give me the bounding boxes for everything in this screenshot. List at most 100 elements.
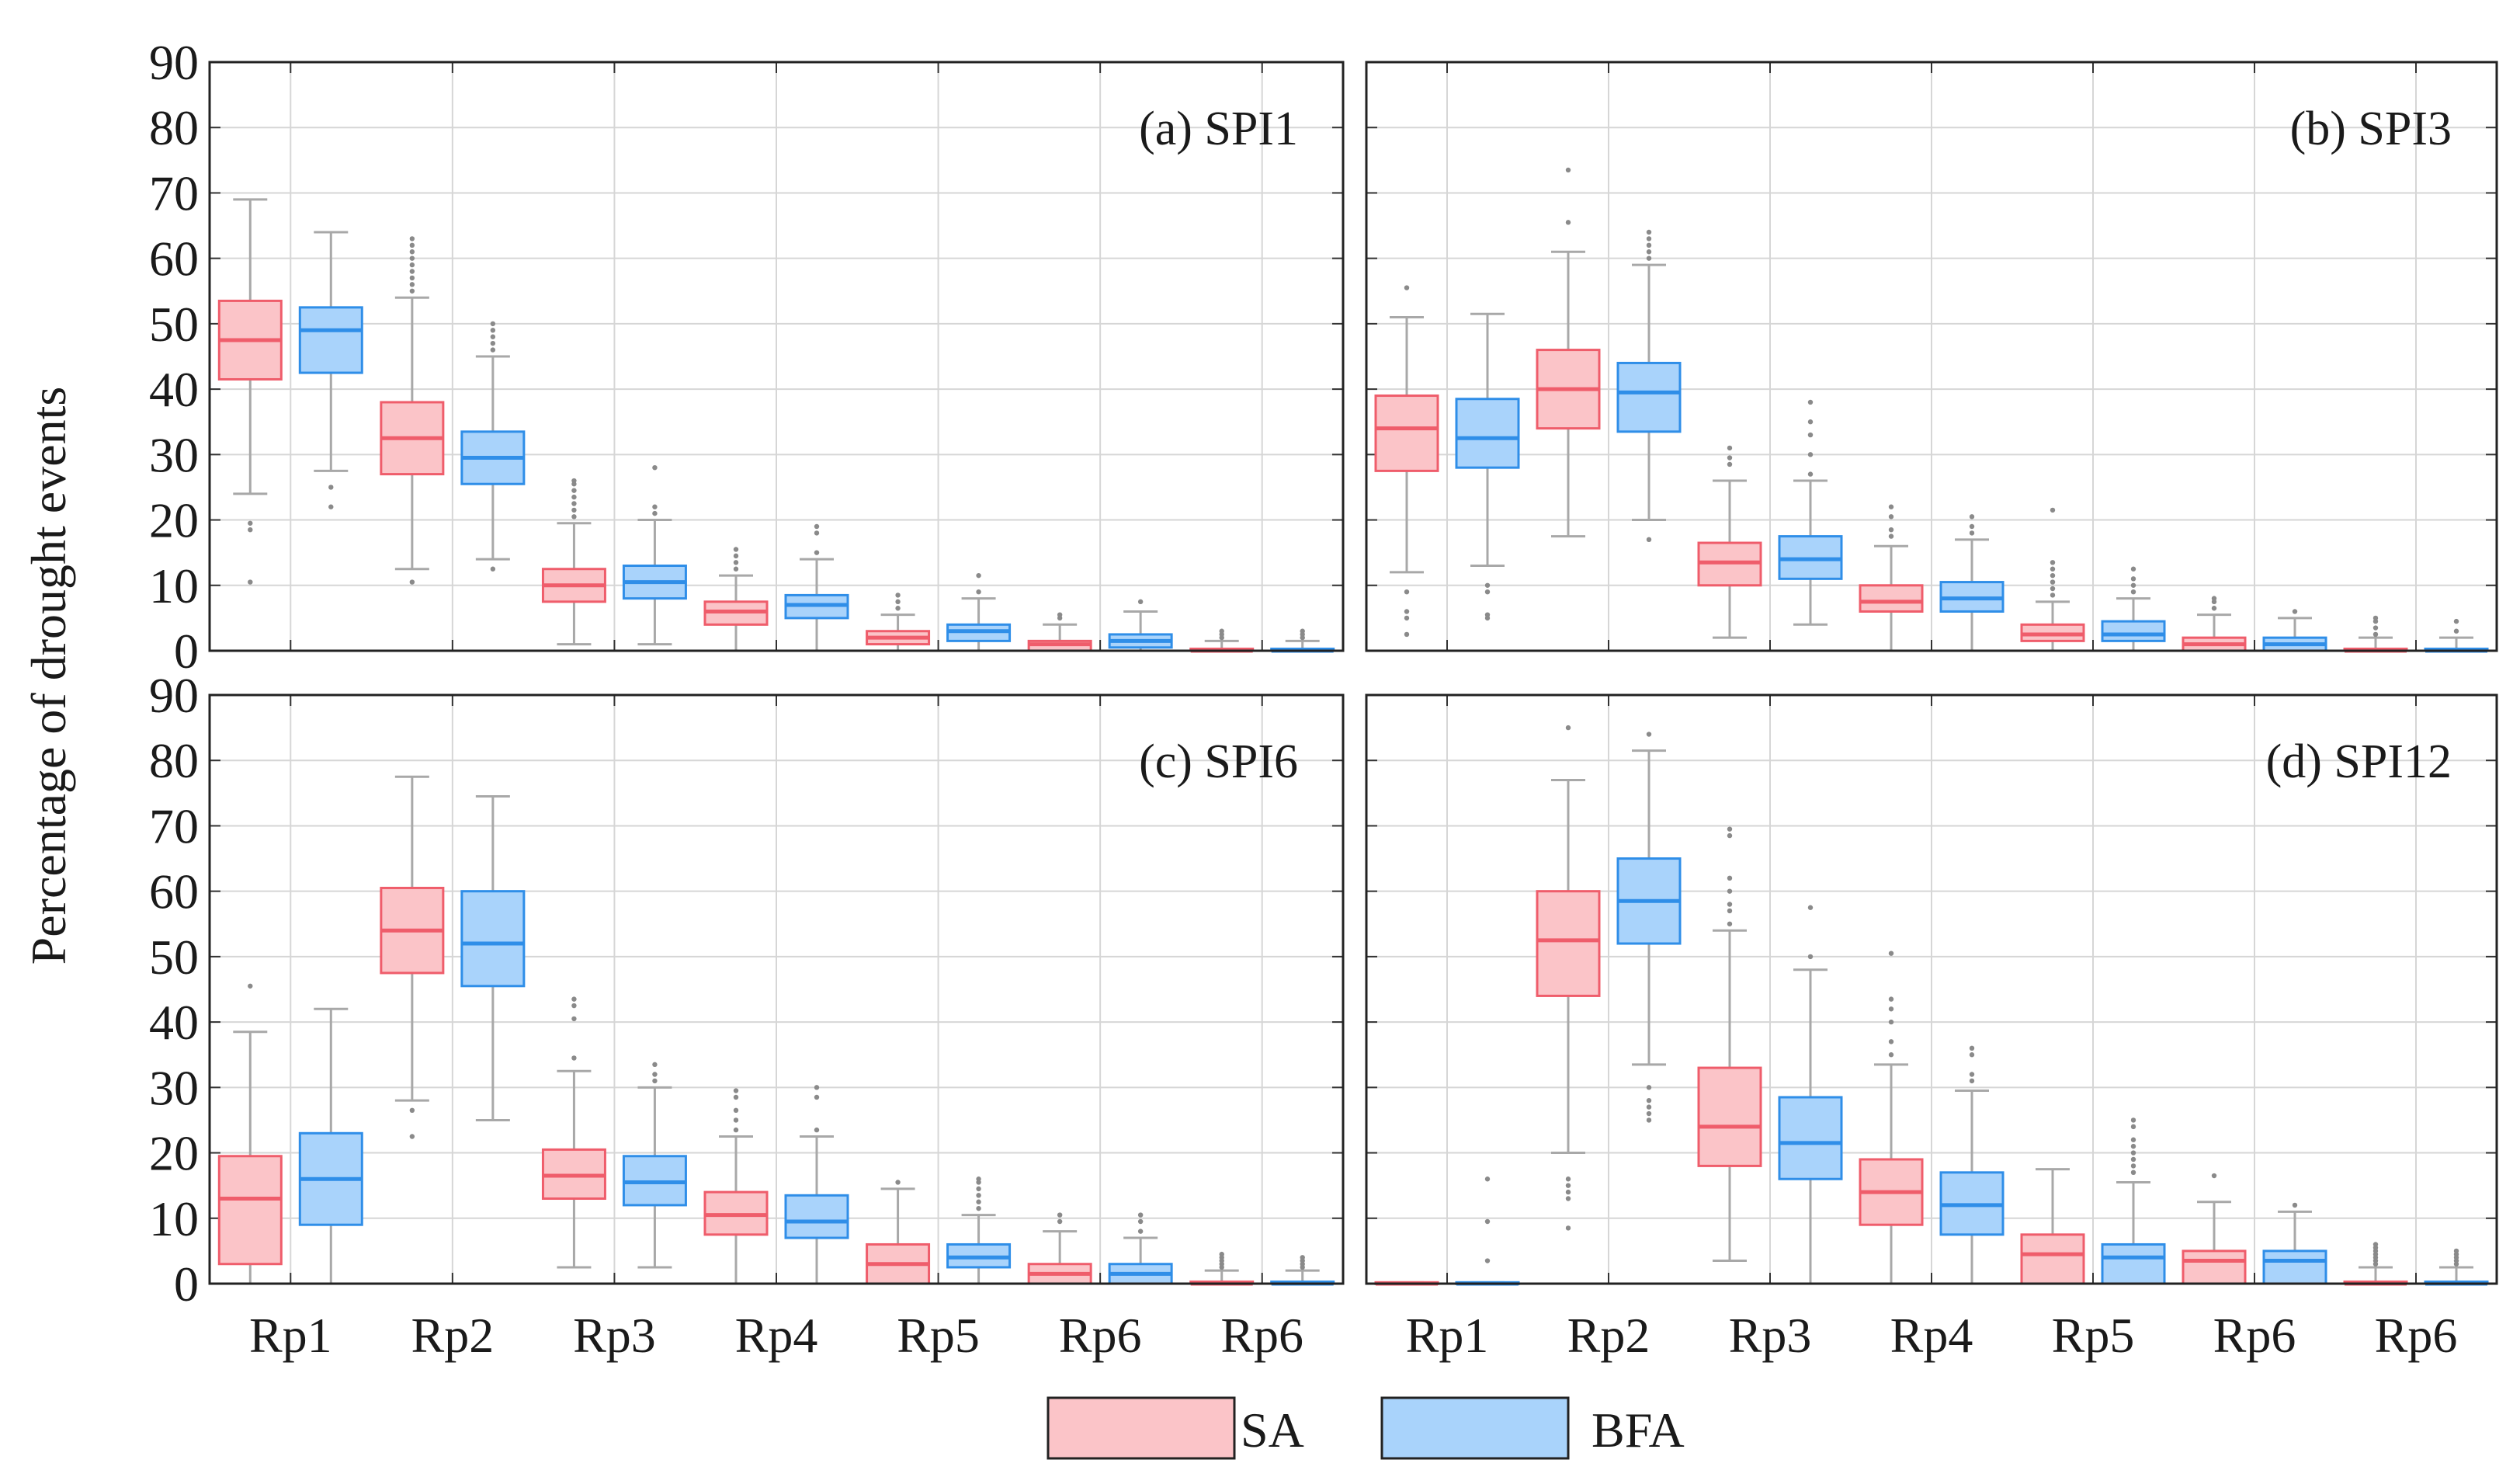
box-body	[2101, 620, 2166, 642]
outlier-point	[1565, 1189, 1571, 1195]
outlier-point	[2050, 572, 2056, 579]
outlier-point	[1565, 1225, 1571, 1231]
box-sa	[1536, 167, 1601, 538]
outlier-point	[1888, 1006, 1894, 1012]
outlier-point	[1565, 725, 1571, 731]
box-bfa	[1616, 229, 1682, 543]
outlier-point	[895, 593, 901, 598]
x-tick-label: Rp6	[2375, 1308, 2458, 1363]
outlier-point	[1646, 255, 1652, 261]
outlier-point	[2292, 609, 2298, 614]
outlier-point	[2050, 507, 2056, 513]
outlier-point	[2050, 560, 2056, 565]
outlier-point	[409, 579, 415, 585]
outlier-point	[1057, 612, 1063, 617]
legend-swatch-bfa	[1380, 1396, 1570, 1460]
box-sa	[1189, 1251, 1255, 1286]
outlier-point	[1888, 1019, 1894, 1025]
box-bfa	[1778, 399, 1843, 626]
box-bfa	[1108, 599, 1173, 652]
box-bfa	[1108, 1212, 1173, 1285]
outlier-point	[1969, 523, 1975, 530]
outlier-point	[2211, 1173, 2217, 1179]
panel-3: 0 10 20 30 40 50 60 70 80 90 Rp1 Rp2 Rp3 Rp4 Rp5 Rp6 Rp6…	[149, 668, 1345, 1363]
outlier-point	[1300, 1255, 1305, 1260]
outlier-point	[571, 1016, 577, 1022]
outlier-point	[490, 334, 496, 339]
x-tick-label: Rp5	[2052, 1308, 2135, 1363]
outlier-point	[571, 1055, 577, 1061]
box-body	[1859, 584, 1924, 613]
outlier-point	[1888, 996, 1894, 1002]
outlier-point	[1888, 514, 1894, 520]
outlier-point	[571, 1003, 577, 1009]
panel-frame	[1365, 693, 2498, 1285]
outlier-point	[1646, 1097, 1652, 1103]
outlier-point	[976, 1205, 981, 1211]
outlier-point	[1646, 229, 1652, 235]
outlier-point	[1137, 1218, 1144, 1225]
y-tick-label: 70	[149, 165, 199, 221]
panels-layer: 0 10 20 30 40 50 60 70 80 90 (a) SPI1 (b) SPI3 0 10 20…	[149, 35, 2498, 1363]
box-bfa	[1616, 732, 1682, 1123]
box-bfa	[298, 231, 363, 509]
outlier-point	[490, 566, 496, 572]
y-tick-label: 60	[149, 231, 199, 287]
outlier-point	[1807, 419, 1814, 425]
outlier-point	[1888, 533, 1894, 539]
outlier-point	[571, 494, 577, 500]
outlier-point	[2372, 631, 2379, 638]
y-tick-label: 20	[149, 493, 199, 548]
x-tick-label: Rp5	[897, 1308, 980, 1363]
outlier-point	[571, 514, 577, 520]
box-body	[217, 1155, 283, 1266]
outlier-point	[1888, 951, 1894, 956]
outlier-point	[1219, 1251, 1224, 1257]
box-sa	[380, 775, 445, 1139]
outlier-point	[571, 488, 577, 493]
outlier-point	[1565, 1183, 1571, 1188]
outlier-point	[1727, 455, 1733, 460]
outlier-point	[1137, 1212, 1144, 1218]
box-body	[2262, 1249, 2327, 1285]
box-bfa	[1778, 905, 1843, 1285]
x-tick-label: Rp3	[573, 1308, 656, 1363]
outlier-point	[2050, 566, 2056, 572]
outlier-point	[1727, 908, 1733, 914]
outlier-point	[733, 1094, 739, 1100]
box-bfa	[2262, 609, 2327, 652]
outlier-point	[409, 1107, 415, 1114]
outlier-point	[814, 550, 820, 555]
x-tick-label: Rp6	[1059, 1308, 1142, 1363]
panel-title: (b) SPI3	[2290, 103, 2452, 155]
outlier-point	[1969, 1052, 1975, 1058]
legend-label-bfa: BFA	[1591, 1402, 1685, 1458]
box-sa	[1027, 1212, 1092, 1285]
outlier-point	[814, 523, 820, 530]
outlier-point	[1727, 921, 1733, 926]
outlier-point	[814, 1085, 820, 1090]
outlier-point	[652, 1078, 658, 1084]
box-sa	[1697, 826, 1762, 1263]
outlier-point	[814, 530, 820, 536]
legend-label-sa: SA	[1241, 1402, 1304, 1458]
outlier-point	[409, 269, 415, 274]
outlier-point	[976, 572, 981, 579]
outlier-point	[2372, 1242, 2379, 1247]
x-tick-label: Rp2	[411, 1308, 495, 1363]
outlier-point	[652, 464, 658, 471]
outlier-point	[652, 1062, 658, 1068]
outlier-point	[1484, 589, 1491, 595]
outlier-point	[1969, 514, 1975, 520]
outlier-point	[490, 347, 496, 353]
box-bfa	[1270, 1255, 1335, 1286]
box-bfa	[622, 1062, 687, 1269]
outlier-point	[571, 478, 577, 484]
outlier-point	[1727, 875, 1733, 881]
y-tick-label: 10	[149, 1191, 199, 1246]
box-body	[2101, 1242, 2166, 1285]
outlier-point	[733, 547, 739, 552]
box-sa	[2343, 615, 2408, 653]
outlier-point	[1565, 220, 1571, 225]
box-sa	[1374, 285, 1439, 638]
